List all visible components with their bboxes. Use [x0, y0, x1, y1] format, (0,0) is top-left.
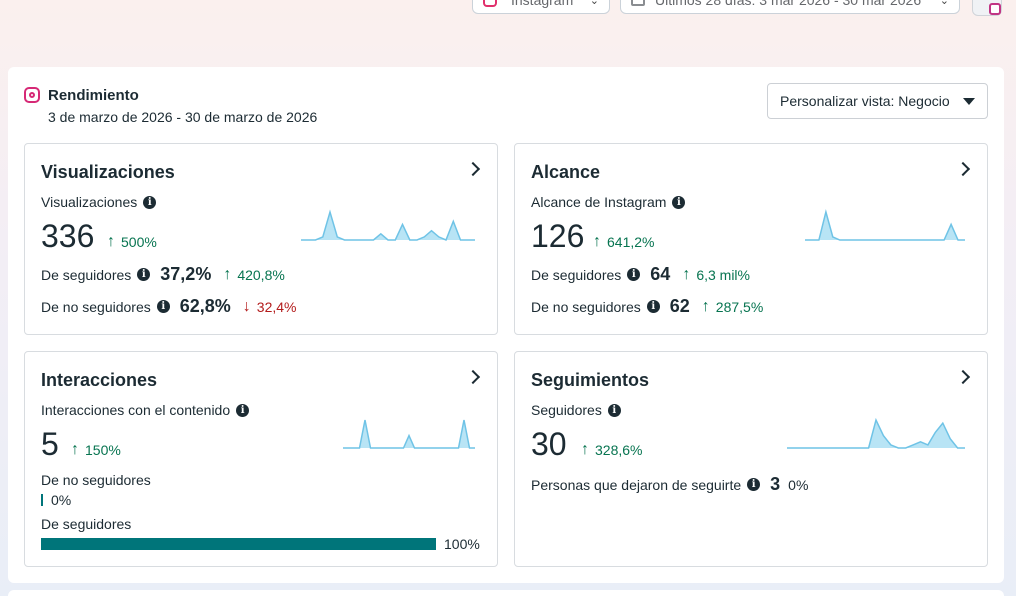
chevron-right-icon[interactable]: [957, 162, 969, 176]
views-followers-row: De seguidores i 37,2% 420,8%: [41, 264, 285, 285]
reach-nonfollowers-delta: 287,5%: [702, 298, 763, 316]
views-nonfollowers-row: De no seguidores i 62,8% 32,4%: [41, 296, 297, 317]
reach-card-title: Alcance: [531, 162, 601, 182]
reach-nonfollowers-label: De no seguidores: [531, 298, 641, 315]
platform-label: Instagram: [511, 0, 574, 8]
sparkline-line: [805, 209, 965, 241]
interactions-metric-label: Interacciones con el contenido i: [41, 402, 250, 418]
follows-card-title: Seguimientos: [531, 370, 650, 390]
caret-down-icon: [963, 97, 975, 105]
followers-bar-pct: 100%: [444, 536, 480, 552]
date-range-label: Últimos 28 días: 3 mar 2026 - 30 mar 202…: [655, 0, 922, 8]
info-icon[interactable]: i: [156, 300, 170, 313]
info-icon[interactable]: i: [672, 195, 686, 209]
customize-view-dropdown[interactable]: Personalizar vista: Negocio: [767, 83, 988, 119]
interactions-label-text: Interacciones con el contenido: [41, 402, 231, 418]
interactions-sparkline: [343, 419, 475, 449]
interactions-delta: 150%: [71, 441, 121, 459]
info-icon[interactable]: i: [236, 403, 250, 417]
unfollow-label: Personas que dejaron de seguirte: [531, 476, 742, 493]
views-nonfollowers-value: 62,8%: [179, 296, 231, 316]
reach-nonfollowers-value: 62: [669, 296, 690, 316]
section-date-range: 3 de marzo de 2026 - 30 de marzo de 2026: [48, 109, 318, 125]
info-icon[interactable]: i: [607, 403, 621, 417]
reach-sparkline: [805, 209, 965, 241]
reach-card: Alcance Alcance de Instagram i 126 641,2…: [514, 143, 988, 335]
sparkline-area: [301, 212, 475, 240]
views-followers-value: 37,2%: [160, 264, 212, 284]
calendar-icon: [631, 0, 645, 6]
reach-followers-value: 64: [650, 264, 671, 284]
sparkline-line: [343, 419, 475, 449]
interactions-card: Interacciones Interacciones con el conte…: [24, 351, 498, 567]
sparkline-area: [805, 212, 965, 240]
views-followers-label: De seguidores: [41, 266, 132, 283]
follows-delta-text: 328,6%: [595, 442, 643, 458]
views-delta-text: 500%: [121, 234, 157, 250]
reach-value: 126: [531, 218, 585, 254]
info-icon[interactable]: i: [143, 195, 157, 209]
views-delta: 500%: [107, 233, 157, 251]
unfollow-row: Personas que dejaron de seguirte i 3 0%: [531, 474, 808, 495]
reach-metric-label: Alcance de Instagram i: [531, 194, 686, 210]
views-card: Visualizaciones Visualizaciones i 336 50…: [24, 143, 498, 335]
nonfollowers-bar-label: De no seguidores: [41, 472, 151, 488]
views-nonfollowers-delta: 32,4%: [243, 298, 297, 316]
date-range-selector[interactable]: Últimos 28 días: 3 mar 2026 - 30 mar 202…: [620, 0, 960, 14]
reach-nonfollowers-row: De no seguidores i 62 287,5%: [531, 296, 763, 317]
views-card-title: Visualizaciones: [41, 162, 175, 182]
unfollow-value: 3: [770, 474, 781, 494]
followers-bar-label: De seguidores: [41, 516, 132, 532]
reach-followers-row: De seguidores i 64 6,3 mil%: [531, 264, 750, 285]
instagram-icon: [24, 87, 40, 103]
views-metric-label: Visualizaciones i: [41, 194, 157, 210]
chevron-right-icon[interactable]: [957, 370, 969, 384]
reach-delta: 641,2%: [593, 233, 654, 251]
views-value: 336: [41, 218, 95, 254]
info-icon[interactable]: i: [646, 300, 660, 313]
views-nonfollowers-label: De no seguidores: [41, 298, 151, 315]
follows-sparkline: [787, 417, 965, 449]
nonfollowers-bar: [41, 494, 43, 506]
chevron-down-icon: ⌄: [589, 0, 599, 7]
info-icon[interactable]: i: [137, 268, 151, 281]
follows-label-text: Seguidores: [531, 402, 602, 418]
sparkline-line: [787, 417, 965, 449]
nonfollowers-bar-pct: 0%: [51, 492, 72, 508]
follows-card: Seguimientos Seguidores i 30 328,6% Pers…: [514, 351, 988, 567]
section-title: Rendimiento: [48, 87, 139, 104]
info-icon[interactable]: i: [627, 268, 641, 281]
top-toolbar: Instagram ⌄ Últimos 28 días: 3 mar 2026 …: [0, 0, 1016, 16]
performance-panel: Rendimiento 3 de marzo de 2026 - 30 de m…: [8, 67, 1004, 583]
followers-bar-fill: [41, 538, 436, 550]
instagram-badge-icon: [989, 3, 1001, 15]
follows-delta: 328,6%: [581, 441, 642, 459]
platform-selector[interactable]: Instagram ⌄: [472, 0, 610, 14]
views-label-text: Visualizaciones: [41, 194, 138, 210]
sparkline-line: [301, 209, 475, 241]
sparkline-area: [343, 420, 475, 448]
reach-followers-delta: 6,3 mil%: [682, 266, 750, 284]
chevron-down-icon: ⌄: [939, 0, 949, 7]
reach-followers-label: De seguidores: [531, 266, 622, 283]
interactions-value: 5: [41, 426, 59, 462]
customize-view-label: Personalizar vista: Negocio: [780, 93, 950, 109]
reach-label-text: Alcance de Instagram: [531, 194, 667, 210]
interactions-delta-text: 150%: [85, 442, 121, 458]
follows-value: 30: [531, 426, 567, 462]
chevron-right-icon[interactable]: [467, 162, 479, 176]
account-avatar[interactable]: [972, 0, 1002, 16]
next-section-panel: [8, 590, 1004, 596]
reach-delta-text: 641,2%: [607, 234, 655, 250]
follows-metric-label: Seguidores i: [531, 402, 621, 418]
info-icon[interactable]: i: [747, 478, 761, 491]
views-sparkline: [301, 209, 475, 241]
instagram-icon: [483, 0, 497, 7]
chevron-right-icon[interactable]: [467, 370, 479, 384]
followers-bar-track: [41, 538, 436, 550]
unfollow-pct: 0%: [788, 476, 809, 493]
sparkline-area: [787, 420, 965, 448]
views-followers-delta: 420,8%: [223, 266, 284, 284]
interactions-card-title: Interacciones: [41, 370, 158, 390]
